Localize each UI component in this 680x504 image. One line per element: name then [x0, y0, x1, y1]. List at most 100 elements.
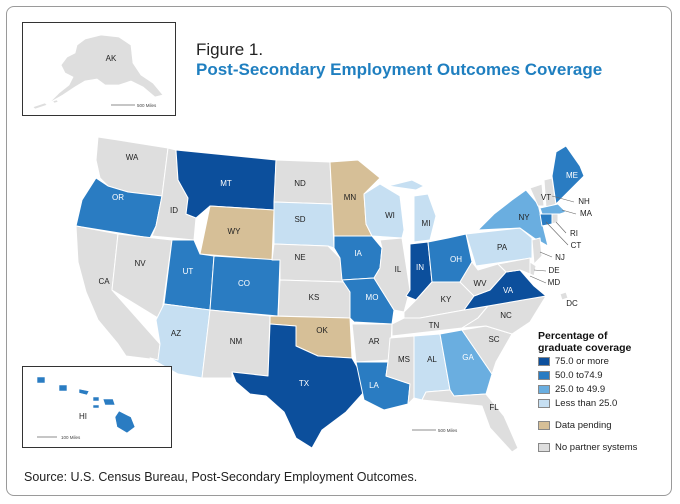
legend-swatch [538, 421, 550, 430]
legend-swatch [538, 443, 550, 452]
state-label-NM: NM [230, 337, 243, 346]
inset-label-hi: HI [79, 412, 87, 421]
legend-title: Percentage of graduate coverage [538, 330, 632, 354]
state-NE [271, 243, 345, 283]
state-CT [539, 213, 553, 227]
state-DC [559, 291, 569, 301]
state-label-VA: VA [503, 286, 514, 295]
state-label-NY: NY [518, 213, 530, 222]
state-TX [231, 323, 365, 449]
state-label-DC: DC [566, 299, 578, 308]
state-label-MS: MS [398, 355, 410, 364]
leader-ma [561, 209, 577, 215]
leader-ri [555, 221, 567, 234]
state-label-OK: OK [316, 326, 328, 335]
legend-item: 75.0 or more [538, 355, 678, 368]
state-label-CO: CO [238, 279, 250, 288]
state-label-MI: MI [422, 219, 431, 228]
state-AK [48, 34, 164, 104]
state-label-AR: AR [368, 337, 379, 346]
state-NC [461, 295, 547, 335]
state-label-KS: KS [309, 293, 320, 302]
state-label-CT: CT [571, 241, 582, 250]
state-label-MD: MD [548, 278, 561, 287]
state-label-UT: UT [183, 267, 194, 276]
legend-item-pending: Data pending [538, 419, 678, 432]
legend-label: Data pending [555, 420, 612, 431]
state-label-TX: TX [299, 379, 310, 388]
state-SD [273, 201, 335, 249]
state-MI [387, 179, 437, 243]
source-note: Source: U.S. Census Bureau, Post-Seconda… [24, 470, 418, 484]
state-FL [421, 389, 519, 453]
leader-de [533, 269, 547, 272]
leader-nj [539, 251, 553, 258]
state-ME [551, 145, 585, 205]
state-IA [333, 235, 383, 281]
state-PA [465, 227, 533, 267]
state-label-DE: DE [548, 266, 559, 275]
state-DE [529, 261, 537, 277]
state-MD [497, 257, 531, 275]
state-label-MN: MN [344, 193, 357, 202]
legend-swatch [538, 357, 550, 366]
legend-item: Less than 25.0 [538, 397, 678, 410]
state-RI [551, 213, 559, 225]
state-IL [373, 237, 411, 313]
state-NJ [531, 237, 543, 265]
legend-label: No partner systems [555, 442, 638, 453]
state-MA [539, 203, 567, 215]
state-label-MT: MT [220, 179, 232, 188]
state-label-NJ: NJ [555, 253, 565, 262]
state-label-OH: OH [450, 255, 462, 264]
state-VT [529, 183, 545, 207]
alaska-inset: AK 500 Miles [22, 22, 176, 116]
legend-swatch [538, 399, 550, 408]
leader-ct [545, 221, 569, 246]
state-label-KY: KY [441, 295, 452, 304]
state-label-NV: NV [134, 259, 146, 268]
figure-label: Figure 1. [196, 40, 264, 59]
state-label-NE: NE [294, 253, 305, 262]
state-label-PA: PA [497, 243, 508, 252]
state-label-MO: MO [366, 293, 379, 302]
scale-text-ak: 500 Miles [137, 103, 157, 108]
state-label-WY: WY [228, 227, 242, 236]
state-label-GA: GA [462, 353, 474, 362]
state-AK-islands [32, 99, 59, 110]
legend-item-none: No partner systems [538, 441, 678, 454]
state-label-IA: IA [354, 249, 362, 258]
scale-text-hi: 100 Miles [61, 435, 81, 440]
state-label-ND: ND [294, 179, 306, 188]
legend-swatch [538, 371, 550, 380]
leader-nh [551, 195, 575, 203]
state-label-IN: IN [416, 263, 424, 272]
state-label-WA: WA [126, 153, 139, 162]
state-label-IL: IL [395, 265, 402, 274]
legend-swatch [538, 385, 550, 394]
legend-item: 25.0 to 49.9 [538, 383, 678, 396]
state-label-SD: SD [294, 215, 305, 224]
state-label-SC: SC [488, 335, 499, 344]
main-scale-text: 500 Miles [438, 428, 458, 433]
state-label-NH: NH [578, 197, 590, 206]
state-label-ME: ME [566, 171, 578, 180]
legend-label: 75.0 or more [555, 356, 609, 367]
leader-md [529, 275, 547, 284]
state-label-WV: WV [474, 279, 488, 288]
state-label-FL: FL [489, 403, 499, 412]
state-label-LA: LA [369, 381, 379, 390]
state-label-OR: OR [112, 193, 124, 202]
state-label-RI: RI [570, 229, 578, 238]
state-label-WI: WI [385, 211, 395, 220]
legend: Percentage of graduate coverage 75.0 or … [538, 330, 678, 454]
legend-label: 25.0 to 49.9 [555, 384, 606, 395]
legend-label: 50.0 to74.9 [555, 370, 603, 381]
inset-label-ak: AK [106, 54, 117, 63]
state-label-TN: TN [429, 321, 440, 330]
state-label-CA: CA [98, 277, 110, 286]
legend-label: Less than 25.0 [555, 398, 618, 409]
legend-item: 50.0 to74.9 [538, 369, 678, 382]
state-label-NC: NC [500, 311, 512, 320]
hawaii-inset: HI 100 Miles [22, 366, 172, 448]
